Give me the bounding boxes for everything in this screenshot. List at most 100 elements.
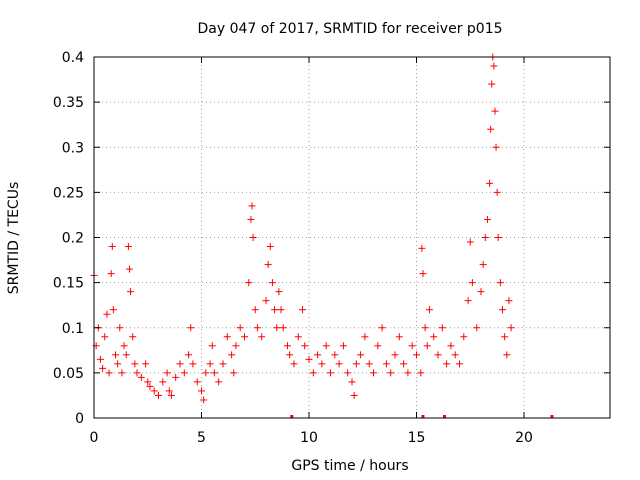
data-point xyxy=(251,306,259,314)
data-point xyxy=(327,369,334,377)
data-point xyxy=(487,125,495,133)
data-point xyxy=(370,369,377,377)
data-point xyxy=(277,306,285,314)
data-point xyxy=(477,288,485,296)
data-point xyxy=(483,215,491,223)
data-point xyxy=(494,234,502,241)
data-point xyxy=(490,62,498,70)
y-tick-label: 0.35 xyxy=(53,95,84,111)
data-point xyxy=(122,351,130,359)
data-point xyxy=(112,351,119,359)
axis-ticks: 0 5 10 15 20 0 0.05 0.1 0.15 0.2 0.25 0.3 0.35 0.4 xyxy=(53,50,610,446)
y-axis-label: SRMTID / TECUs xyxy=(6,182,22,295)
data-point xyxy=(105,369,113,377)
data-point xyxy=(146,382,154,390)
data-point xyxy=(159,378,167,386)
data-point xyxy=(391,351,399,359)
data-point xyxy=(118,369,126,377)
data-point xyxy=(491,107,499,115)
data-point xyxy=(249,234,257,241)
x-tick-label: 0 xyxy=(90,430,99,446)
data-point xyxy=(133,369,141,377)
data-point xyxy=(423,342,431,350)
data-point xyxy=(107,270,115,278)
data-point xyxy=(264,261,272,269)
data-point xyxy=(294,333,302,341)
data-point xyxy=(258,333,266,341)
y-tick-label: 0.4 xyxy=(62,50,84,66)
data-point xyxy=(187,324,195,332)
data-point xyxy=(352,360,360,368)
data-point xyxy=(481,234,489,241)
data-point xyxy=(163,369,171,377)
data-point xyxy=(387,369,395,377)
data-point xyxy=(344,369,352,377)
plot-frame xyxy=(93,56,611,419)
data-point xyxy=(124,243,132,251)
data-point xyxy=(236,324,244,332)
data-point xyxy=(301,342,309,350)
chart-title: Day 047 of 2017, SRMTID for receiver p01… xyxy=(197,21,502,37)
data-point xyxy=(464,297,472,305)
data-point xyxy=(120,342,128,350)
data-point xyxy=(335,360,343,368)
data-point xyxy=(318,360,326,368)
data-point xyxy=(208,342,216,350)
data-point xyxy=(499,306,506,314)
data-point xyxy=(129,333,137,341)
data-point xyxy=(309,369,317,377)
data-point xyxy=(507,324,515,332)
data-point xyxy=(451,351,459,359)
data-point xyxy=(374,342,382,350)
data-point xyxy=(395,333,403,341)
data-point xyxy=(466,238,474,246)
data-point xyxy=(314,351,322,359)
data-point xyxy=(430,333,438,341)
x-tick-label: 10 xyxy=(300,430,318,446)
data-point xyxy=(127,288,135,296)
data-point xyxy=(473,324,481,332)
data-point xyxy=(137,373,145,381)
data-point xyxy=(361,333,369,341)
data-point xyxy=(230,369,238,377)
data-point xyxy=(223,333,231,341)
data-point xyxy=(460,333,468,341)
data-point xyxy=(419,270,427,278)
data-point xyxy=(189,360,197,368)
data-point xyxy=(418,244,426,252)
data-point xyxy=(493,188,501,196)
data-point xyxy=(202,369,210,377)
data-point xyxy=(456,360,463,368)
data-point xyxy=(200,396,208,404)
data-point xyxy=(425,306,433,314)
data-point xyxy=(503,351,511,359)
data-point xyxy=(219,360,227,368)
data-point xyxy=(155,391,162,399)
data-point xyxy=(96,355,104,363)
y-tick-label: 0.2 xyxy=(62,231,84,247)
data-point xyxy=(210,369,218,377)
data-point xyxy=(116,324,124,332)
data-point xyxy=(101,333,109,341)
data-point xyxy=(365,360,373,368)
data-point xyxy=(496,279,504,287)
data-point xyxy=(322,342,330,350)
data-point xyxy=(271,306,279,314)
data-point xyxy=(108,243,116,251)
data-point xyxy=(248,202,256,210)
data-point xyxy=(275,288,283,296)
y-tick-label: 0.15 xyxy=(53,276,84,292)
y-tick-label: 0 xyxy=(75,411,84,427)
data-point xyxy=(382,360,390,368)
y-tick-label: 0.3 xyxy=(62,140,84,156)
data-point xyxy=(479,261,487,269)
data-point xyxy=(176,360,184,368)
data-point xyxy=(131,360,139,368)
data-point xyxy=(268,279,276,287)
data-point xyxy=(299,306,307,314)
y-tick-label: 0.05 xyxy=(53,366,84,382)
data-point xyxy=(492,143,500,151)
data-point xyxy=(443,360,451,368)
data-point xyxy=(290,360,298,368)
data-point xyxy=(180,369,188,377)
